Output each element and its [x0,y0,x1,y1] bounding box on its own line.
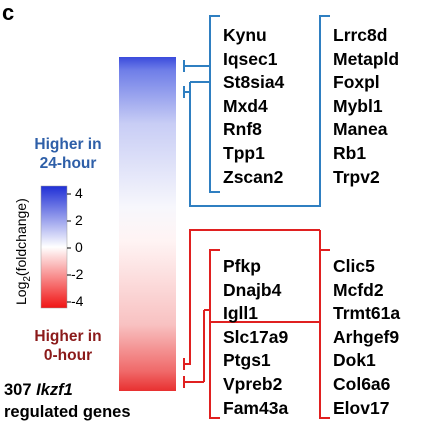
legend-higher-24h-line1: Higher in [34,136,102,153]
legend-higher-24h: Higher in 24-hour [10,135,126,173]
gene-count-caption: 307 Ikzf1 regulated genes [4,379,131,423]
gene-label: Elov17 [333,397,390,418]
tick-label: 2 [75,212,83,228]
gene-label: Mybl1 [333,95,383,116]
gene-list-0h-col1: Pfkp Dnajb4 Igll1 Slc17a9 Ptgs1 Vpreb2 Fam43a [223,255,288,420]
legend-colorbar [40,185,68,309]
gene-count-number: 307 [4,381,32,399]
gene-label: Mcfd2 [333,279,384,300]
panel-label: c [2,0,15,25]
legend-higher-0h: Higher in 0-hour [10,327,126,365]
gene-label: Vpreb2 [223,373,283,394]
blue-brackets [183,15,330,207]
gene-label: Fam43a [223,397,289,418]
tick-label: 0 [75,239,83,255]
gene-count-gene: Ikzf1 [36,381,73,399]
gene-list-24h-col2: Lrrc8d Metapld Foxpl Mybl1 Manea Rb1 Trpv2 [333,24,399,189]
gene-label: Dnajb4 [223,279,282,300]
gene-label: Trpv2 [333,166,380,187]
heatmap-column [119,57,176,391]
tick-label: -4 [71,293,84,309]
gene-label: Tpp1 [223,142,265,163]
gene-label: Clic5 [333,256,375,276]
gene-label: Slc17a9 [223,326,289,347]
gene-label: Ptgs1 [223,350,271,371]
gene-label: Arhgef9 [333,326,400,347]
gene-label: Mxd4 [223,95,268,116]
gene-label: Metapld [333,48,400,69]
tick-label: 4 [75,185,83,201]
gene-label: Trmt61a [333,303,401,324]
tick-label: -2 [71,266,84,282]
gene-label: Manea [333,119,388,140]
red-brackets [183,229,330,419]
gene-list-24h-col1: Kynu Iqsec1 St8sia4 Mxd4 Rnf8 Tpp1 Zscan2 [223,24,284,189]
gene-label: Lrrc8d [333,25,388,45]
gene-label: Rnf8 [223,119,262,140]
legend-higher-24h-line2: 24-hour [39,155,97,172]
legend-ticks [67,193,71,303]
gene-count-line2: regulated genes [4,403,131,421]
gene-label: Pfkp [223,256,261,276]
legend-higher-0h-line1: Higher in [34,328,102,345]
gene-label: Kynu [223,25,267,45]
legend-higher-0h-line2: 0-hour [43,347,93,364]
gene-label: Igll1 [223,303,259,324]
gene-label: Dok1 [333,350,376,371]
gene-label: Rb1 [333,142,367,163]
legend-axis-label: Log2(foldchange) [13,198,33,305]
gene-list-0h-col2: Clic5 Mcfd2 Trmt61a Arhgef9 Dok1 Col6a6 Elov17 [333,255,400,420]
gene-label: Col6a6 [333,373,391,394]
gene-label: St8sia4 [223,72,285,93]
gene-label: Iqsec1 [223,48,278,69]
gene-label: Foxpl [333,72,380,93]
gene-label: Zscan2 [223,166,284,187]
